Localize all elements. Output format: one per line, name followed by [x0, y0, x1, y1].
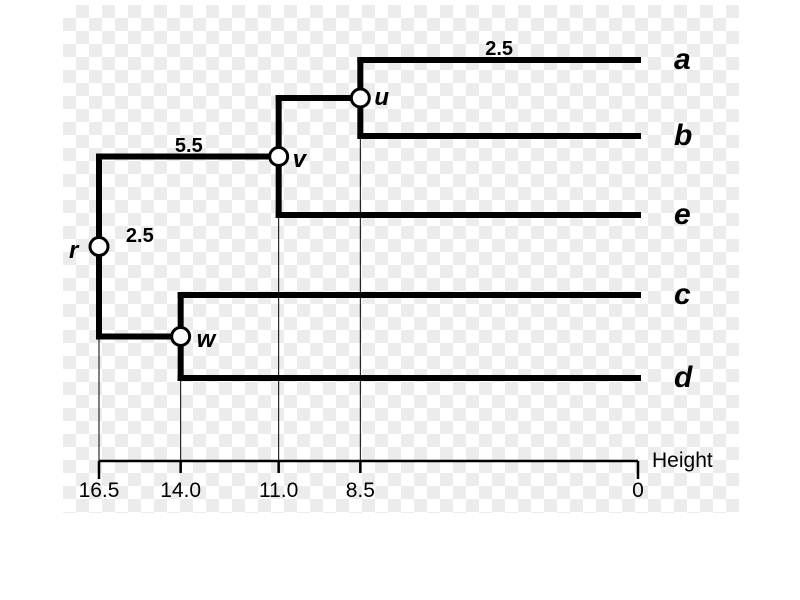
- node-label-w: w: [197, 326, 216, 354]
- node-label-r: r: [69, 237, 78, 265]
- node-marker-v: [270, 148, 288, 166]
- axis-tick-label: 11.0: [259, 479, 298, 503]
- node-label-v: v: [293, 146, 306, 174]
- node-marker-w: [172, 328, 190, 346]
- axis-tick-label: 8.5: [346, 479, 375, 503]
- leaf-label-b: b: [674, 119, 692, 153]
- leaf-label-a: a: [674, 43, 691, 77]
- branch-label: 5.5: [175, 135, 203, 158]
- axis-tick-label: 16.5: [79, 479, 120, 503]
- leaf-label-c: c: [674, 278, 691, 312]
- branch-label: 2.5: [126, 225, 154, 248]
- leaf-label-e: e: [674, 198, 691, 232]
- axis-tick-label: 0: [632, 479, 644, 503]
- axis-tick-label: 14.0: [160, 479, 201, 503]
- leaf-label-d: d: [674, 361, 692, 395]
- diagram-stage: 16.5 14.0 11.0 8.5 0 Height a b e c d u v w r 2.5 5.5 2.5: [0, 0, 800, 600]
- branch-label: 2.5: [485, 38, 513, 61]
- node-marker-r: [90, 238, 108, 256]
- axis-title: Height: [652, 449, 713, 473]
- node-label-u: u: [374, 84, 389, 112]
- node-marker-u: [351, 89, 369, 107]
